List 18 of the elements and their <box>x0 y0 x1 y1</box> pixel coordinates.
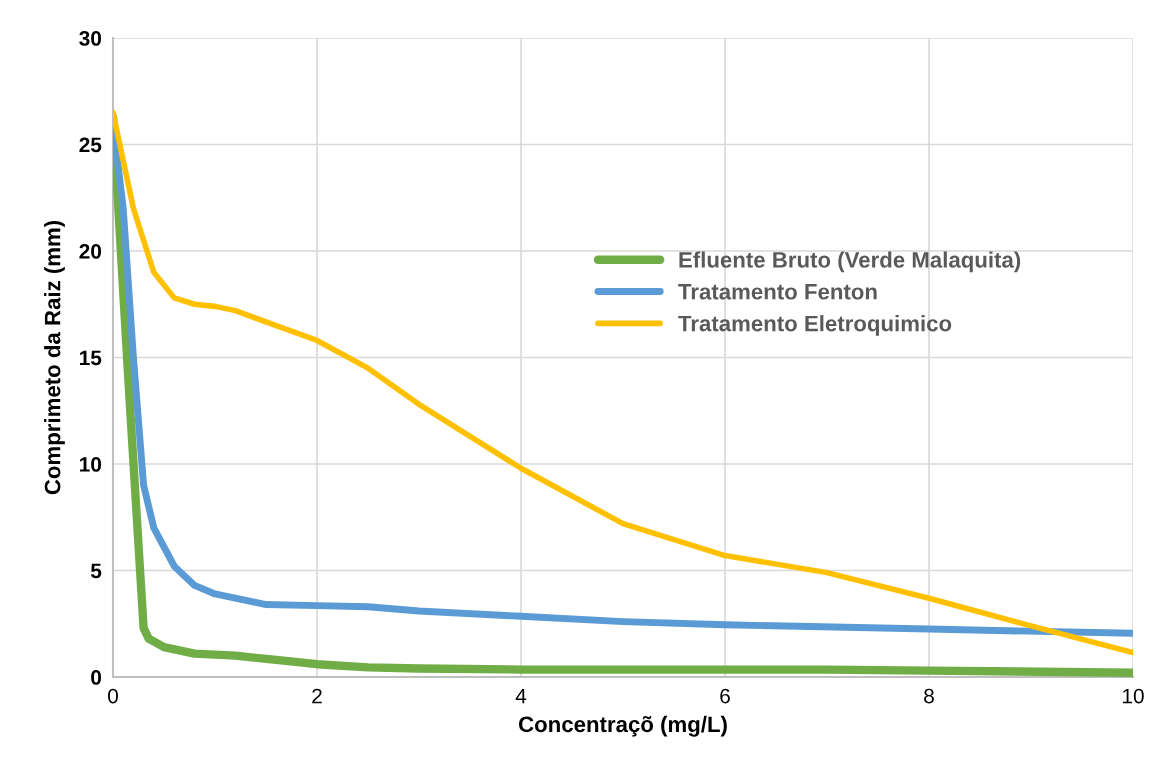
x-tick-label: 4 <box>515 688 527 704</box>
y-tick-label: 10 <box>80 457 102 472</box>
y-tick-label: 0 <box>91 670 102 685</box>
y-tick-label: 25 <box>79 137 102 153</box>
legend-label: Tratamento Eletroquimico <box>678 315 952 336</box>
y-tick-label: 20 <box>79 244 102 259</box>
y-tick-label: 30 <box>79 31 102 46</box>
y-tick-label: 5 <box>90 563 102 579</box>
x-tick-label: 6 <box>720 688 730 704</box>
y-axis-title: Comprimeto da Raiz (mm) <box>44 220 65 495</box>
y-tick-label: 15 <box>80 350 102 366</box>
x-tick-label: 0 <box>108 688 118 704</box>
x-tick-label: 2 <box>312 688 322 704</box>
legend-label: Efluente Bruto (Verde Malaquita) <box>679 251 1021 273</box>
x-axis-title: Concentraçõ (mg/L) <box>518 715 727 737</box>
x-tick-label: 10 <box>1123 688 1144 704</box>
legend-label: Tratamento Fenton <box>678 284 877 300</box>
x-tick-label: 8 <box>924 688 934 704</box>
